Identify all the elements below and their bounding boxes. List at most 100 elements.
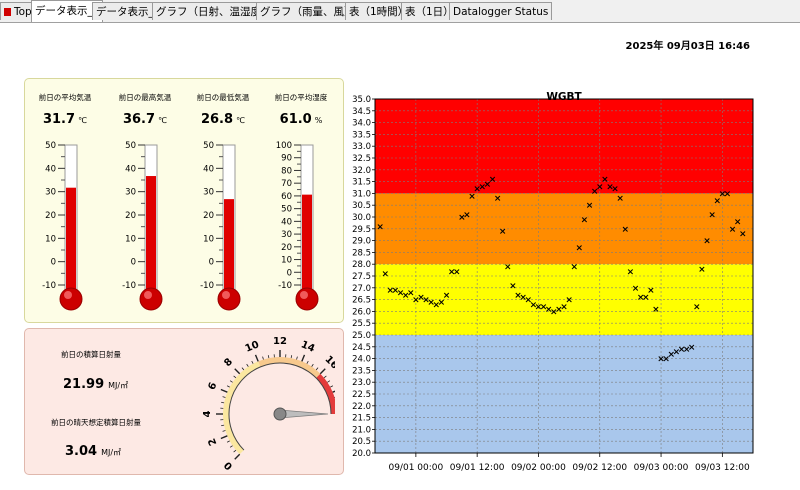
y-tick-label: 22.0 — [352, 402, 371, 412]
gauge-major-tick — [319, 368, 326, 375]
thermometer-tick-label: 20 — [281, 243, 292, 253]
solar-radiation-panel: 前日の積算日射量 21.99 MJ/㎡ 前日の晴天想定積算日射量 3.04 MJ/㎡… — [24, 328, 344, 475]
data-point: × — [693, 303, 701, 313]
current-datetime: 2025年 09月03日 16:46 — [625, 41, 750, 52]
data-point: × — [667, 350, 675, 360]
gauge-minor-tick — [315, 367, 319, 371]
tab-label: データ表示_1 — [35, 5, 100, 17]
gauge-major-tick — [301, 354, 306, 362]
data-point: × — [570, 263, 578, 273]
data-point: × — [581, 215, 589, 225]
gauge-minor-tick — [251, 360, 254, 364]
tab-table-day[interactable]: 表（1日） — [401, 2, 458, 20]
data-point: × — [514, 291, 522, 301]
thermometer-tick-label: 30 — [45, 188, 56, 198]
thermometer-tick-label: 0 — [287, 268, 292, 278]
temperature-panel: 前日の平均気温 31.7 ℃ 50 40 30 20 10 0 -10 前日の最高気温 36.… — [24, 78, 344, 323]
thermometer-value: 31.7 ℃ — [25, 112, 105, 127]
data-point: × — [601, 175, 609, 185]
data-point: × — [652, 305, 660, 315]
clear-sky-label: 前日の晴天想定積算日射量 — [51, 418, 141, 427]
tab-label: Top — [14, 6, 32, 18]
gauge-minor-tick — [221, 401, 225, 404]
data-point: × — [719, 189, 727, 199]
thermometer-tick-label: 40 — [125, 164, 136, 174]
thermometer-tick-label: 0 — [209, 258, 214, 268]
data-point: × — [427, 298, 435, 308]
data-point: × — [468, 192, 476, 202]
data-point: × — [616, 194, 624, 204]
value-text: 31.7 — [42, 112, 76, 127]
thermometer-avg-humidity: 前日の平均湿度 61.0% 100 90 80 70 60 50 40 30 20 10 0 -10 — [261, 79, 341, 322]
data-point: × — [376, 222, 384, 232]
thermometer-tick-label: 30 — [125, 188, 136, 198]
y-tick-label: 25.5 — [352, 319, 371, 329]
data-point: × — [524, 296, 532, 306]
thermometer-tick-label: 100 — [276, 141, 292, 151]
thermometer-label: 前日の平均湿度 — [274, 93, 328, 102]
thermometer-tick-label: 10 — [281, 256, 292, 266]
data-point: × — [647, 286, 655, 296]
tab-data-1[interactable]: データ表示_1 — [31, 0, 104, 22]
x-tick-label: 09/03 12:00 — [695, 463, 750, 473]
tab-label: グラフ（日射、温湿度） — [156, 6, 272, 18]
tab-datalogger[interactable]: Datalogger Status — [449, 2, 553, 20]
thermometer-tick-label: 80 — [281, 166, 292, 176]
thermometer-tick-label: 20 — [203, 211, 214, 221]
tab-table-hour[interactable]: 表（1時間） — [345, 2, 413, 20]
data-point: × — [565, 296, 573, 306]
gauge-tick-label: 4 — [202, 410, 213, 417]
tab-bar: Top データ表示_1 データ表示_2 グラフ（日射、温湿度） グラフ（雨量、風… — [0, 0, 800, 23]
thermometer-tick-label: 0 — [51, 258, 56, 268]
data-point: × — [381, 270, 389, 280]
unit-text: ℃ — [236, 116, 246, 125]
thermometer-fill — [66, 187, 76, 293]
data-point: × — [560, 303, 568, 313]
y-tick-label: 29.5 — [352, 225, 371, 235]
thermometer-tick-label: 70 — [281, 179, 292, 189]
data-point: × — [591, 187, 599, 197]
thermometer-tick-label: 50 — [281, 205, 292, 215]
data-point: × — [678, 345, 686, 355]
data-point: × — [509, 281, 517, 291]
data-point: × — [632, 284, 640, 294]
data-point: × — [734, 218, 742, 228]
thermometer-gauge: 50 40 30 20 10 0 -10 — [42, 141, 83, 311]
gauge-tick-label: 6 — [207, 381, 220, 392]
gauge-band-mid — [258, 357, 321, 379]
gauge-major-tick — [234, 453, 241, 460]
thermometer-tick-label: 90 — [281, 154, 292, 164]
data-point: × — [397, 289, 405, 299]
data-point: × — [642, 293, 650, 303]
data-point: × — [407, 289, 415, 299]
radiation-dial-gauge: 02468101214161820 — [202, 336, 335, 472]
y-tick-label: 23.5 — [352, 366, 371, 376]
gauge-minor-tick — [290, 355, 293, 359]
data-point: × — [473, 185, 481, 195]
thermometer-bulb-highlight — [300, 291, 308, 299]
data-point: × — [657, 355, 665, 365]
thermometer-tick-label: -10 — [278, 281, 292, 291]
thermometer-tick-label: 50 — [125, 141, 136, 151]
thermometer-tick-label: 40 — [203, 164, 214, 174]
x-tick-label: 09/01 12:00 — [450, 463, 505, 473]
tab-graph-rain[interactable]: グラフ（雨量、風） — [256, 2, 359, 20]
data-point: × — [478, 182, 486, 192]
y-tick-label: 27.5 — [352, 272, 371, 282]
solar-total-value: 21.99 MJ/㎡ — [63, 377, 128, 392]
y-tick-label: 32.0 — [352, 166, 371, 176]
value-text: 61.0 — [279, 112, 312, 127]
gauge-major-tick — [220, 388, 228, 393]
data-point: × — [448, 267, 456, 277]
tab-label: 表（1時間） — [349, 6, 409, 18]
data-point: × — [662, 355, 670, 365]
gauge-minor-tick — [226, 385, 230, 388]
data-point: × — [540, 303, 548, 313]
solar-total-label: 前日の積算日射量 — [61, 350, 121, 359]
data-point: × — [606, 182, 614, 192]
gauge-minor-tick — [306, 360, 309, 364]
data-point: × — [422, 296, 430, 306]
y-tick-label: 24.0 — [352, 355, 371, 365]
y-tick-label: 29.0 — [352, 237, 371, 247]
tab-graph-solar[interactable]: グラフ（日射、温湿度） — [152, 2, 276, 20]
